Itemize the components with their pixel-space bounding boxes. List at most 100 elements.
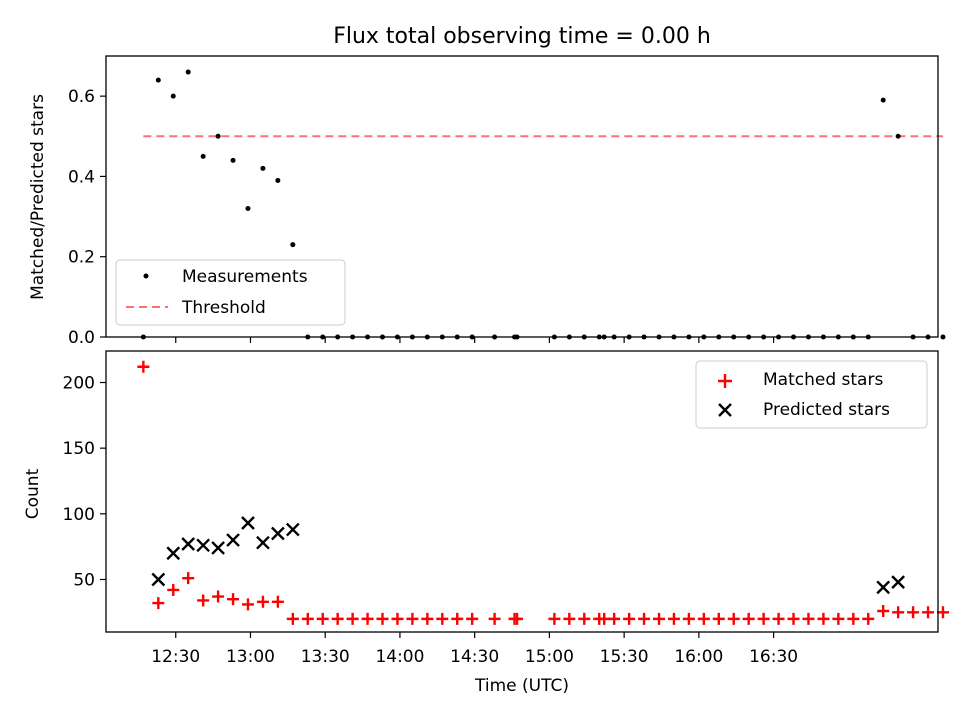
matched-star-point	[832, 612, 845, 625]
measurement-point	[260, 165, 266, 171]
predicted-star-point	[285, 522, 300, 537]
x-tick-label: 12:30	[151, 647, 200, 667]
measurement-point	[170, 93, 176, 99]
matched-star-point	[256, 595, 269, 608]
bottom-legend: Matched stars Predicted stars	[695, 360, 928, 429]
matched-star-point	[578, 612, 591, 625]
bottom-y-tick-label: 200	[63, 374, 95, 394]
matched-star-point	[316, 612, 329, 625]
matched-star-point	[772, 612, 785, 625]
matched-star-point	[331, 612, 344, 625]
ratio-panel: Flux total observing time = 0.00 h 0.00.…	[28, 24, 946, 348]
matched-star-point	[847, 612, 860, 625]
predicted-star-point	[196, 538, 210, 553]
matched-star-point	[936, 606, 949, 619]
predicted-star-point	[166, 546, 181, 561]
matched-star-point	[406, 612, 419, 625]
top-y-tick-label: 0.0	[68, 328, 95, 348]
matched-star-point	[802, 612, 815, 625]
matched-star-point	[727, 612, 740, 625]
measurement-point	[200, 153, 206, 159]
matched-star-point	[301, 612, 314, 625]
x-tick-label: 16:30	[749, 647, 798, 667]
matched-star-point	[137, 360, 150, 373]
matched-star-point	[391, 612, 404, 625]
matched-star-point	[451, 612, 464, 625]
x-axis-label: Time (UTC)	[474, 676, 569, 696]
top-axes-frame	[105, 55, 939, 338]
predicted-star-point	[241, 516, 255, 530]
x-tick-label: 15:00	[525, 647, 574, 667]
top-legend-box	[115, 259, 346, 326]
matched-star-point	[488, 612, 501, 625]
measurement-point	[215, 133, 221, 139]
x-tick-label: 16:00	[674, 647, 723, 667]
measurement-point	[290, 242, 296, 248]
matched-star-point	[167, 583, 180, 596]
matched-star-point	[862, 612, 875, 625]
predicted-star-point	[211, 541, 225, 555]
top-y-tick-label: 0.6	[68, 87, 95, 107]
matched-star-point	[757, 612, 770, 625]
bottom-y-axis-label: Count	[23, 468, 43, 519]
legend-measurements-marker	[143, 273, 149, 279]
legend-matched-marker	[718, 374, 732, 388]
matched-star-point	[787, 612, 800, 625]
matched-star-point	[271, 595, 284, 608]
matched-star-point	[638, 612, 651, 625]
matched-star-point	[376, 612, 389, 625]
legend-predicted-label: Predicted stars	[763, 400, 890, 420]
x-tick-label: 15:30	[600, 647, 649, 667]
matched-star-point	[623, 612, 636, 625]
predicted-star-point	[876, 580, 891, 595]
legend-predicted-marker	[718, 403, 732, 417]
matched-star-point	[653, 612, 666, 625]
legend-measurements-label: Measurements	[182, 267, 308, 287]
bottom-series-layer	[137, 360, 949, 625]
matched-star-point	[817, 612, 830, 625]
top-y-tick-label: 0.2	[68, 248, 95, 268]
predicted-star-point	[271, 526, 285, 541]
matched-star-point	[877, 604, 890, 617]
bottom-x-ticks: 12:30 13:00 13:30 14:00 14:30 15:00 15:30 16:00…	[151, 632, 798, 667]
top-legend: Measurements Threshold	[115, 259, 346, 326]
top-y-axis-label: Matched/Predicted stars	[28, 94, 48, 300]
matched-star-point	[922, 606, 935, 619]
x-tick-label: 13:30	[301, 647, 350, 667]
matched-star-point	[182, 572, 195, 585]
matched-star-point	[241, 598, 254, 611]
x-tick-label: 14:30	[450, 647, 499, 667]
predicted-star-point	[181, 537, 196, 551]
bottom-y-ticks: 50 100 150 200	[63, 374, 106, 590]
matched-star-point	[361, 612, 374, 625]
matched-star-point	[892, 606, 905, 619]
measurement-point	[880, 97, 886, 103]
predicted-star-point	[151, 572, 166, 587]
matched-star-point	[563, 612, 576, 625]
x-tick-label: 13:00	[226, 647, 275, 667]
matched-star-point	[742, 612, 755, 625]
matched-star-point	[712, 612, 725, 625]
predicted-star-point	[226, 533, 240, 547]
bottom-axes-frame	[105, 350, 939, 633]
legend-matched-label: Matched stars	[763, 370, 883, 390]
measurement-point	[155, 77, 161, 83]
matched-star-point	[286, 612, 299, 625]
top-y-tick-label: 0.4	[68, 167, 95, 187]
predicted-star-point	[891, 575, 905, 589]
matched-star-point	[697, 612, 710, 625]
top-x-ticks	[175, 337, 775, 343]
count-panel: 50 100 150 200 12:30 13:00 13:30 14:00 14:30 15:…	[23, 350, 949, 696]
matched-star-point	[548, 612, 561, 625]
measurement-point	[895, 133, 901, 139]
bottom-legend-box	[695, 360, 928, 429]
matched-star-point	[466, 612, 479, 625]
matched-star-point	[227, 593, 240, 606]
measurement-point	[185, 69, 191, 75]
matched-star-point	[608, 612, 621, 625]
matched-star-point	[421, 612, 434, 625]
legend-threshold-label: Threshold	[181, 298, 266, 318]
matched-star-point	[436, 612, 449, 625]
